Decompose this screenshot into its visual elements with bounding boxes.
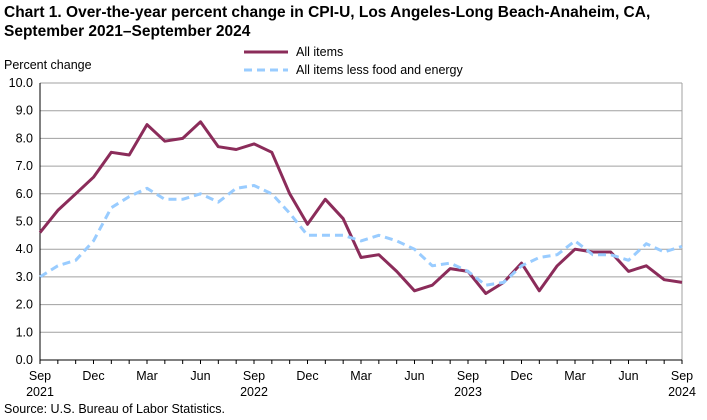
- legend-label: All items: [296, 45, 343, 59]
- x-tick-year: 2021: [26, 385, 54, 399]
- y-tick-label: 1.0: [16, 325, 33, 339]
- x-tick-label: Jun: [618, 369, 638, 383]
- x-tick-label: Mar: [564, 369, 586, 383]
- y-tick-label: 7.0: [16, 159, 33, 173]
- chart-title: Chart 1. Over-the-year percent change in…: [4, 3, 704, 41]
- y-axis-label: Percent change: [4, 58, 92, 72]
- y-tick-label: 10.0: [9, 76, 33, 90]
- x-tick-label: Mar: [350, 369, 372, 383]
- y-tick-label: 8.0: [16, 131, 33, 145]
- x-tick-label: Mar: [136, 369, 158, 383]
- x-tick-label: Sep: [671, 369, 693, 383]
- x-tick-label: Jun: [404, 369, 424, 383]
- x-tick-label: Sep: [243, 369, 265, 383]
- legend-label: All items less food and energy: [296, 63, 464, 77]
- x-tick-year: 2024: [668, 385, 696, 399]
- x-tick-label: Sep: [29, 369, 51, 383]
- x-tick-year: 2022: [240, 385, 268, 399]
- x-tick-label: Sep: [457, 369, 479, 383]
- x-tick-label: Jun: [190, 369, 210, 383]
- source-note: Source: U.S. Bureau of Labor Statistics.: [4, 402, 225, 416]
- y-tick-label: 2.0: [16, 298, 33, 312]
- series-line-core: [39, 184, 683, 287]
- title-line-2: September 2021–September 2024: [4, 23, 251, 40]
- y-tick-label: 0.0: [16, 353, 33, 367]
- x-tick-label: Dec: [82, 369, 104, 383]
- y-tick-label: 6.0: [16, 187, 33, 201]
- y-tick-label: 3.0: [16, 270, 33, 284]
- y-tick-label: 4.0: [16, 242, 33, 256]
- x-tick-label: Dec: [510, 369, 532, 383]
- series-line-all-items: [38, 120, 683, 295]
- x-tick-label: Dec: [296, 369, 318, 383]
- y-tick-label: 5.0: [16, 215, 33, 229]
- title-line-1: Chart 1. Over-the-year percent change in…: [4, 4, 651, 21]
- x-tick-year: 2023: [454, 385, 482, 399]
- y-tick-label: 9.0: [16, 104, 33, 118]
